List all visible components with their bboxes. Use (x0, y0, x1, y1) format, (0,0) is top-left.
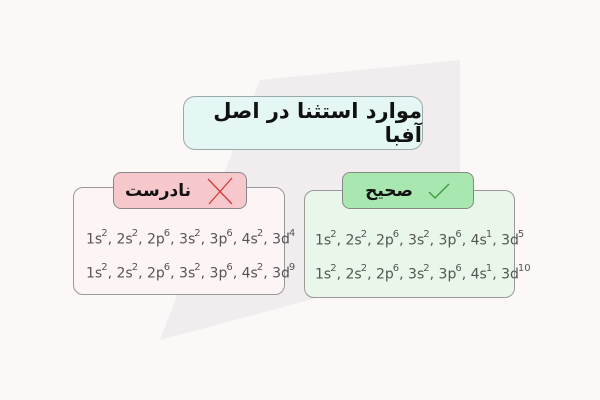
orbital-term: 2p (146, 265, 165, 282)
incorrect-config-2: 1s2, 2s2, 2p6, 3s2, 3p6, 4s2, 3d9 (86, 262, 296, 282)
orbital-term: 2p (375, 232, 394, 249)
electron-count: 1 (485, 263, 493, 274)
electron-count: 2 (194, 262, 201, 273)
electron-count: 6 (163, 228, 171, 239)
electron-count: 6 (455, 263, 462, 274)
electron-count: 2 (256, 228, 264, 239)
orbital-term: 3s (408, 266, 425, 283)
electron-count: 6 (455, 229, 462, 240)
correct-config-2: 1s2, 2s2, 2p6, 3s2, 3p6, 4s1, 3d10 (315, 263, 531, 283)
orbital-term: 2s (345, 266, 362, 283)
orbital-term: 2s (116, 265, 133, 282)
incorrect-label-text: نادرست (125, 180, 191, 201)
orbital-term: 3s (408, 232, 425, 249)
electron-count: 2 (423, 229, 430, 240)
electron-count: 4 (288, 228, 296, 239)
correct-config-1: 1s2, 2s2, 2p6, 3s2, 3p6, 4s1, 3d5 (315, 229, 525, 249)
electron-count: 2 (101, 228, 108, 239)
electron-count: 9 (288, 262, 296, 273)
electron-count: 6 (226, 262, 233, 273)
orbital-term: 3p (209, 265, 228, 282)
orbital-term: 2s (345, 232, 362, 249)
correct-label: صحیح (342, 172, 474, 209)
electron-count: 2 (330, 229, 337, 240)
correct-label-text: صحیح (365, 180, 413, 201)
electron-count: 2 (360, 263, 368, 274)
electron-count: 1 (485, 229, 493, 240)
orbital-term: 1s (315, 232, 332, 249)
electron-count: 2 (256, 262, 264, 273)
electron-count: 6 (226, 228, 233, 239)
orbital-term: 4s (470, 266, 487, 283)
incorrect-config-1: 1s2, 2s2, 2p6, 3s2, 3p6, 4s2, 3d4 (86, 228, 296, 248)
electron-count: 10 (517, 263, 531, 274)
orbital-term: 3p (438, 232, 457, 249)
electron-count: 2 (101, 262, 108, 273)
orbital-term: 3d (501, 232, 519, 249)
orbital-term: 3s (179, 265, 196, 282)
orbital-term: 3p (438, 266, 457, 283)
check-icon (428, 183, 450, 199)
orbital-term: 3s (179, 231, 196, 248)
electron-count: 2 (131, 228, 139, 239)
electron-count: 6 (392, 263, 400, 274)
diagram-title: موارد استثنا در اصل آفبا (183, 96, 423, 150)
orbital-term: 2p (375, 266, 394, 283)
orbital-term: 2s (116, 231, 133, 248)
orbital-term: 4s (470, 232, 487, 249)
electron-count: 2 (330, 263, 337, 274)
orbital-term: 2p (146, 231, 165, 248)
orbital-term: 1s (86, 265, 103, 282)
orbital-term: 1s (315, 266, 332, 283)
electron-count: 6 (163, 262, 171, 273)
orbital-term: 3p (209, 231, 228, 248)
orbital-term: 4s (241, 265, 258, 282)
orbital-term: 3d (501, 266, 519, 283)
electron-count: 2 (423, 263, 430, 274)
orbital-term: 1s (86, 231, 103, 248)
orbital-term: 3d (272, 231, 290, 248)
electron-count: 6 (392, 229, 400, 240)
cross-icon (207, 177, 233, 204)
orbital-term: 3d (272, 265, 290, 282)
electron-count: 2 (360, 229, 368, 240)
electron-count: 2 (131, 262, 139, 273)
orbital-term: 4s (241, 231, 258, 248)
electron-count: 2 (194, 228, 201, 239)
incorrect-label: نادرست (113, 172, 247, 209)
electron-count: 5 (517, 229, 525, 240)
